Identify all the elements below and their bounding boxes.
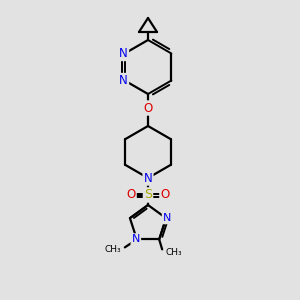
Text: N: N — [132, 234, 140, 244]
Text: CH₃: CH₃ — [104, 245, 121, 254]
Text: O: O — [160, 188, 169, 202]
Text: N: N — [144, 172, 152, 184]
Text: S: S — [144, 188, 152, 202]
Text: N: N — [119, 47, 128, 60]
Text: O: O — [143, 101, 153, 115]
Text: N: N — [119, 74, 128, 87]
Text: CH₃: CH₃ — [165, 248, 182, 257]
Text: O: O — [126, 188, 136, 202]
Text: N: N — [163, 213, 171, 223]
